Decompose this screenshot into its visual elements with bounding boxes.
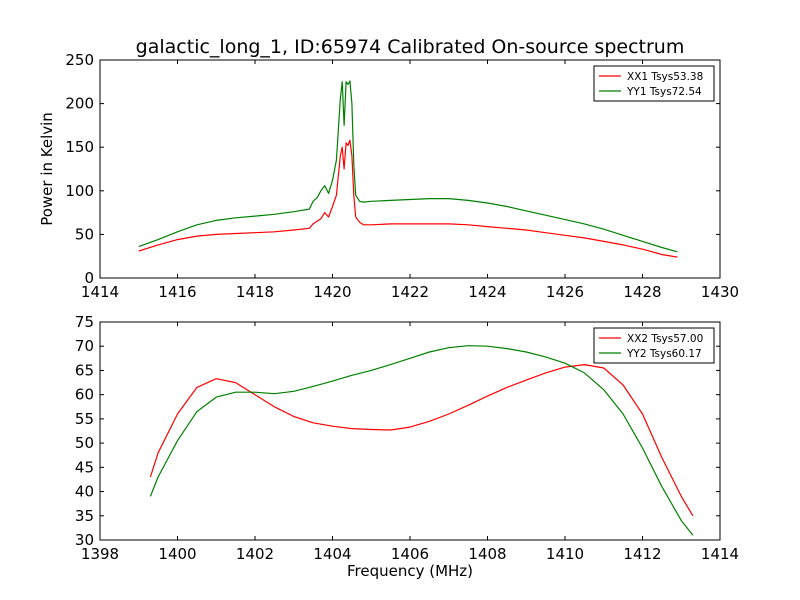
x-tick-label: 1426 <box>546 283 584 301</box>
y-tick-label: 60 <box>75 386 94 404</box>
y-axis-label: Power in Kelvin <box>38 112 56 226</box>
x-tick-label: 1398 <box>81 545 119 563</box>
y-tick-label: 50 <box>75 434 94 452</box>
x-tick-label: 1404 <box>313 545 351 563</box>
series-line-yy <box>149 345 694 536</box>
x-tick-label: 1422 <box>391 283 429 301</box>
y-tick-label: 35 <box>75 507 94 525</box>
y-tick-label: 55 <box>75 410 94 428</box>
x-tick-label: 1416 <box>158 283 196 301</box>
legend: XX2 Tsys57.00 YY2 Tsys60.17 <box>593 327 715 364</box>
legend: XX1 Tsys53.38 YY1 Tsys72.54 <box>593 65 715 102</box>
x-tick-label: 1418 <box>236 283 274 301</box>
chart-title: galactic_long_1, ID:65974 Calibrated On-… <box>136 36 685 58</box>
series-line-xx <box>138 139 678 258</box>
x-tick-label: 1406 <box>391 545 429 563</box>
legend-box <box>593 327 715 364</box>
x-tick-label: 1424 <box>468 283 506 301</box>
y-tick-label: 200 <box>65 95 94 113</box>
series-line-xx <box>149 364 694 517</box>
x-tick-label: 1402 <box>236 545 274 563</box>
x-tick-label: 1414 <box>701 545 739 563</box>
legend-box <box>593 65 715 102</box>
y-tick-label: 45 <box>75 458 94 476</box>
x-tick-label: 1408 <box>468 545 506 563</box>
y-tick-label: 70 <box>75 337 94 355</box>
legend-label: YY1 Tsys72.54 <box>626 86 702 98</box>
y-tick-label: 150 <box>65 138 94 156</box>
legend-label: XX2 Tsys57.00 <box>627 333 703 345</box>
y-tick-label: 75 <box>75 313 94 331</box>
x-tick-label: 1412 <box>623 545 661 563</box>
y-tick-label: 30 <box>75 531 94 549</box>
y-tick-label: 100 <box>65 182 94 200</box>
bottom-subplot: 1398 1400 1402 1404 1406 1408 1410 1412 1414 30 35… <box>75 313 739 580</box>
y-tick-label: 250 <box>65 51 94 69</box>
x-axis-label: Frequency (MHz) <box>347 562 473 580</box>
top-subplot: 1414 1416 1418 1420 1422 1424 1426 1428 1430 0 50 1… <box>38 51 739 301</box>
y-tick-label: 0 <box>84 269 94 287</box>
y-tick-label: 65 <box>75 361 94 379</box>
legend-label: XX1 Tsys53.38 <box>627 71 703 83</box>
x-tick-label: 1428 <box>623 283 661 301</box>
x-tick-label: 1414 <box>81 283 119 301</box>
x-tick-label: 1400 <box>158 545 196 563</box>
x-tick-label: 1420 <box>313 283 351 301</box>
x-tick-label: 1410 <box>546 545 584 563</box>
y-tick-label: 40 <box>75 483 94 501</box>
x-tick-label: 1430 <box>701 283 739 301</box>
series-line-yy <box>138 80 678 253</box>
y-tick-label: 50 <box>75 225 94 243</box>
legend-label: YY2 Tsys60.17 <box>626 348 702 360</box>
